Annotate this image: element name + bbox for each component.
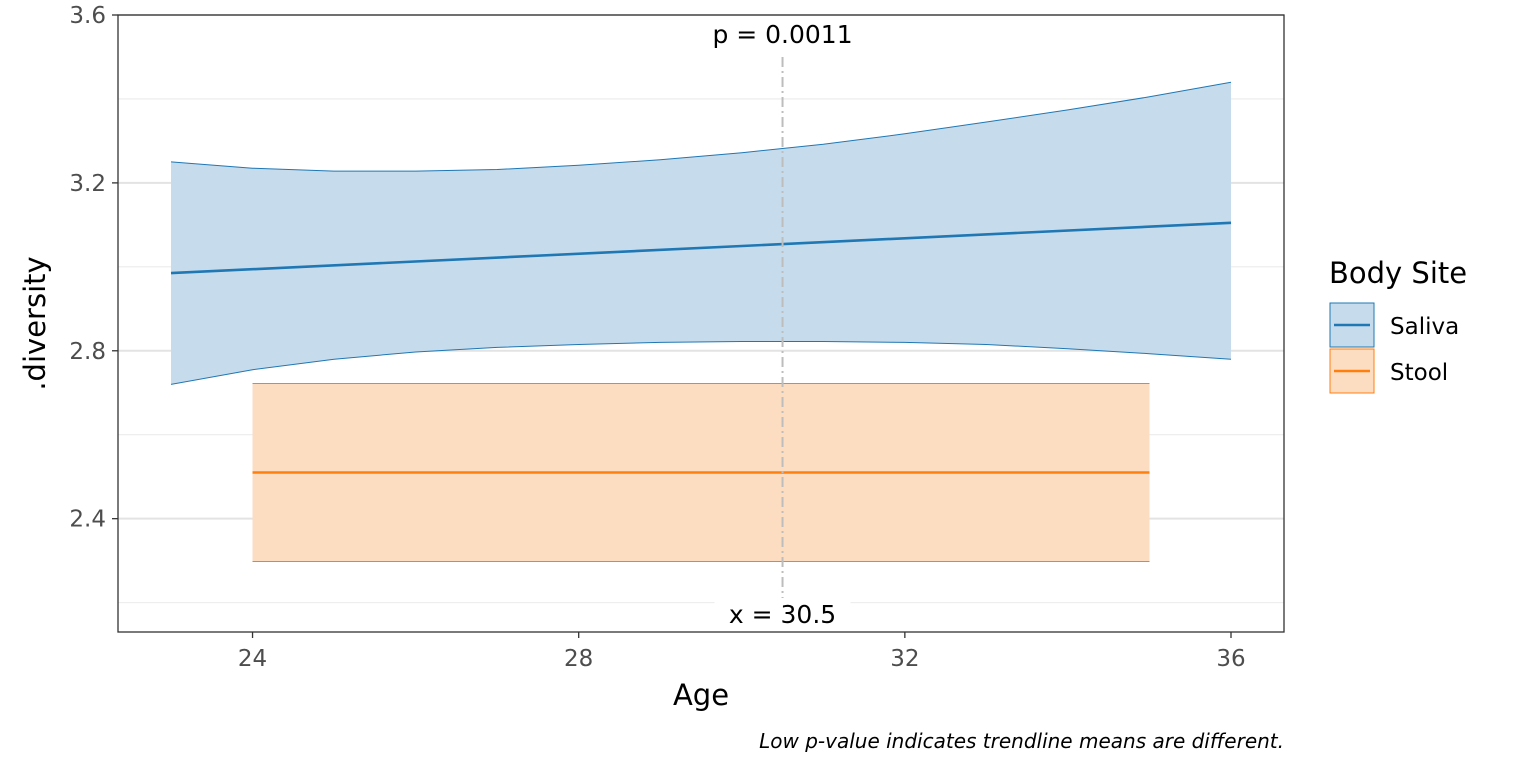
panel-border <box>117 14 1285 633</box>
x-tick-label: 24 <box>238 646 267 672</box>
x-value-label: x = 30.5 <box>729 600 836 629</box>
ribbon-saliva <box>171 82 1231 385</box>
y-tick-label: 3.6 <box>69 3 106 29</box>
x-axis-title: Age <box>673 678 729 712</box>
y-tick-label: 2.4 <box>69 507 106 533</box>
legend-label-stool: Stool <box>1390 360 1448 386</box>
legend-items: Saliva Stool <box>1329 302 1459 394</box>
legend-title: Body Site <box>1329 256 1467 290</box>
y-tick-label: 2.8 <box>69 339 106 365</box>
legend-label-saliva: Saliva <box>1390 314 1459 340</box>
x-tick-label: 28 <box>564 646 593 672</box>
x-tick-label: 32 <box>890 646 919 672</box>
legend: Body Site Saliva Stool <box>1329 256 1467 394</box>
trend-line-saliva <box>170 221 1232 275</box>
p-value-label: p = 0.0011 <box>712 20 852 49</box>
ribbon-upper-saliva <box>170 81 1232 172</box>
y-tick-label: 3.2 <box>69 171 106 197</box>
trend-lines <box>170 221 1232 474</box>
y-axis: 2.4 2.8 3.2 3.6 <box>69 3 118 533</box>
x-label-background <box>714 598 851 630</box>
x-axis: 24 28 32 36 <box>238 632 1246 672</box>
y-axis-title: .diversity <box>18 256 52 390</box>
ribbon-lower-saliva <box>170 341 1232 385</box>
x-tick-label: 36 <box>1216 646 1245 672</box>
caption: Low p-value indicates trendline means ar… <box>759 729 1284 753</box>
reference-line: p = 0.0011 x = 30.5 <box>712 20 853 630</box>
